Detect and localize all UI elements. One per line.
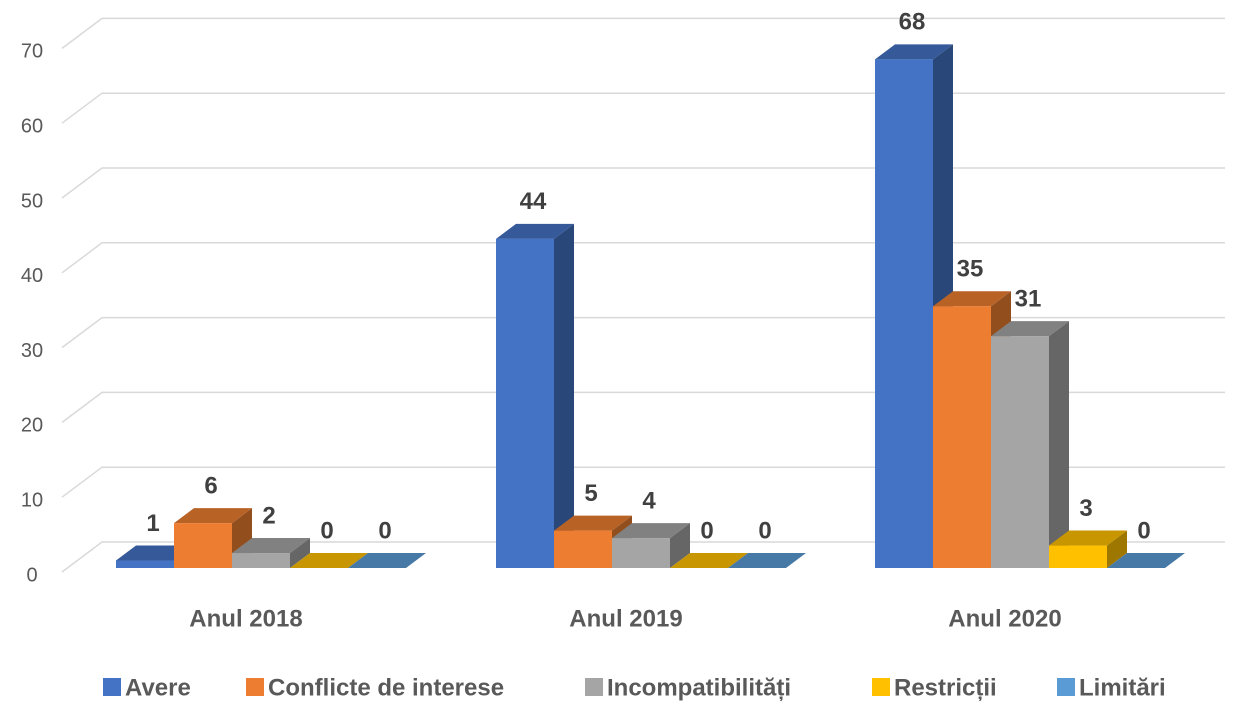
data-label: 3 [1079, 495, 1092, 522]
bar-top [496, 223, 574, 239]
legend-label: Conflicte de interese [268, 674, 504, 701]
grid-line [61, 167, 1225, 199]
data-label: 68 [899, 9, 926, 36]
legend-swatch [1057, 678, 1075, 696]
bar-top [1049, 530, 1127, 546]
grid-line [61, 541, 1225, 573]
grid-line [61, 17, 1225, 50]
grid-line [61, 92, 1225, 124]
data-label: 4 [642, 487, 656, 514]
legend-swatch [103, 678, 121, 696]
legend-label: Restricții [894, 674, 997, 701]
bar-top [290, 553, 368, 568]
bar [554, 530, 612, 568]
bar-top [991, 321, 1069, 337]
y-tick-label: 50 [21, 190, 43, 212]
legend-swatch [246, 678, 264, 696]
legend-swatch [872, 678, 890, 696]
bar-side [1049, 321, 1069, 568]
bar-top [875, 44, 953, 60]
bar [933, 306, 991, 568]
bar-top [933, 291, 1011, 307]
y-tick-label: 10 [21, 489, 43, 511]
data-label: 44 [520, 188, 547, 215]
data-label: 0 [1137, 517, 1150, 544]
y-tick-label: 40 [21, 265, 43, 287]
data-label: 1 [146, 510, 159, 537]
bar [1049, 545, 1107, 568]
bar-top [232, 538, 310, 554]
y-tick-label: 20 [21, 415, 43, 437]
bar [496, 238, 554, 568]
legend-label: Limitări [1079, 674, 1166, 701]
data-label: 0 [378, 517, 391, 544]
data-label: 2 [262, 502, 275, 529]
bar-side [554, 223, 574, 568]
data-label: 6 [204, 472, 217, 499]
data-label: 0 [758, 517, 771, 544]
data-label: 0 [320, 517, 333, 544]
grid-line [61, 466, 1225, 498]
x-tick-label: Anul 2018 [189, 605, 302, 632]
bar [174, 523, 232, 568]
bar-top [612, 523, 690, 539]
grid-line [61, 391, 1225, 423]
bar [232, 553, 290, 568]
bar-top [728, 553, 806, 568]
y-tick-label: 30 [21, 340, 43, 362]
data-label: 31 [1015, 285, 1042, 312]
bar-top [348, 553, 426, 568]
y-tick-label: 60 [21, 115, 43, 137]
bar [116, 560, 174, 568]
bar-side [670, 523, 690, 568]
bar-side [290, 538, 310, 568]
grid-line [61, 242, 1225, 274]
y-tick-label: 0 [26, 564, 37, 586]
data-label: 35 [957, 256, 984, 283]
bar [991, 336, 1049, 568]
x-tick-label: Anul 2019 [569, 605, 682, 632]
bar [612, 538, 670, 568]
legend-label: Incompatibilități [607, 674, 791, 701]
y-tick-label: 70 [21, 41, 43, 63]
bar-top [670, 553, 748, 568]
x-tick-label: Anul 2020 [948, 605, 1061, 632]
data-label: 5 [584, 480, 597, 507]
bar-top [554, 515, 632, 531]
bar-side [1107, 530, 1127, 568]
legend-label: Avere [125, 674, 191, 701]
bar [875, 59, 933, 569]
bar-top [174, 508, 252, 524]
data-label: 0 [700, 517, 713, 544]
legend-swatch [585, 678, 603, 696]
grid-line [61, 316, 1225, 349]
bar-top [1107, 553, 1185, 568]
